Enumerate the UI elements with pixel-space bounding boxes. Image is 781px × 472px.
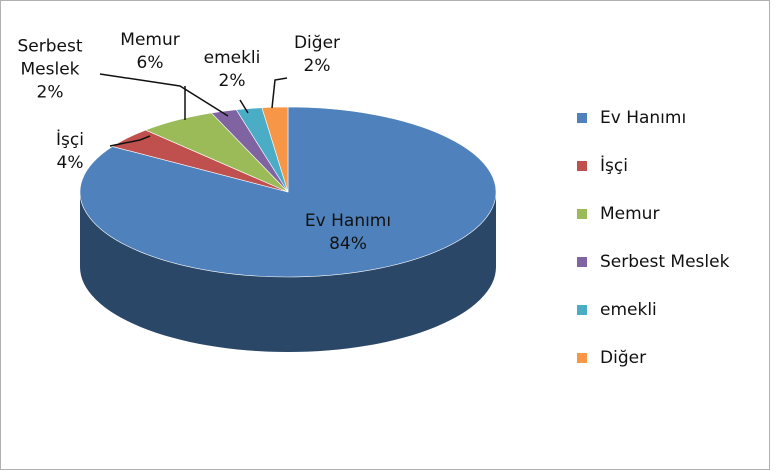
pie [79, 106, 497, 352]
legend-swatch [577, 353, 587, 363]
leader-line [99, 73, 229, 117]
legend: Ev Hanımı İşçi Memur Serbest Meslek emekli Di… [577, 108, 730, 368]
category-label: Serbest Meslek [17, 36, 83, 80]
data-label: Memur 6% [120, 29, 179, 75]
percent-label: 84% [329, 234, 367, 254]
legend-label: Memur [600, 204, 659, 224]
legend-label: İşçi [600, 155, 628, 176]
leader-lines [99, 73, 288, 147]
percent-label: 2% [218, 71, 246, 91]
leader-line [239, 99, 249, 114]
legend-swatch [577, 161, 587, 171]
percent-label: 2% [303, 56, 331, 76]
percent-label: 6% [136, 53, 164, 73]
legend-swatch [577, 209, 587, 219]
data-label: emekli 2% [204, 47, 261, 93]
percent-label: 2% [36, 82, 64, 103]
data-label: İşçi 4% [56, 129, 84, 175]
percent-label: 4% [56, 153, 84, 173]
category-label: İşçi [56, 130, 84, 150]
legend-swatch [577, 113, 587, 123]
slice [261, 106, 289, 193]
leader-line [271, 77, 288, 109]
legend-label: Ev Hanımı [600, 108, 686, 128]
data-label: Ev Hanımı 84% [305, 210, 391, 256]
legend-label: Diğer [600, 348, 646, 368]
slice-side [80, 192, 496, 352]
category-label: Ev Hanımı [304, 211, 392, 231]
legend-swatch [577, 257, 587, 267]
legend-label: emekli [600, 300, 657, 320]
category-label: Diğer [293, 33, 341, 53]
category-label: emekli [203, 48, 261, 68]
data-label: Serbest Meslek 2% [10, 36, 90, 105]
category-label: Memur [120, 30, 180, 50]
leader-line [109, 135, 151, 147]
legend-label: Serbest Meslek [600, 252, 730, 272]
legend-swatch [577, 305, 587, 315]
data-label: Diğer 2% [294, 32, 340, 78]
